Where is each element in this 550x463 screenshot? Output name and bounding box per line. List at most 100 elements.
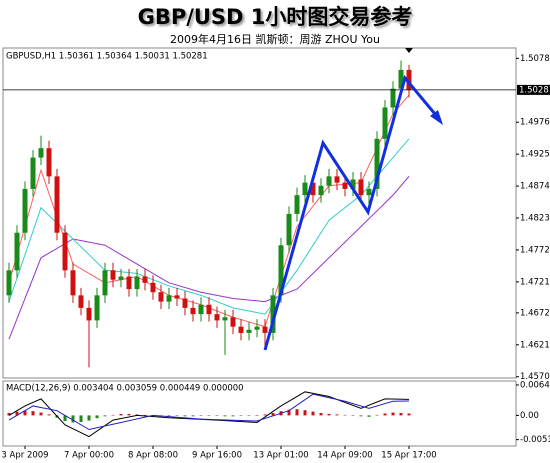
candle-body xyxy=(406,69,412,90)
candle-body xyxy=(30,157,36,189)
macd-bar xyxy=(127,413,131,416)
macd-bar xyxy=(31,411,35,416)
y-tick-label: 1.49765 xyxy=(520,118,550,128)
candle-body xyxy=(206,304,212,315)
macd-bar xyxy=(167,415,171,417)
macd-bar xyxy=(239,415,243,416)
subtitle: 2009年4月16日 凯斯顿：周游 ZHOU You xyxy=(170,32,380,46)
shift-marker xyxy=(405,48,413,53)
x-tick-label: 9 Apr 16:00 xyxy=(192,451,242,461)
macd-bar xyxy=(335,414,339,416)
candle-body xyxy=(134,276,140,290)
trend-sketch xyxy=(263,74,442,351)
macd-bar xyxy=(63,415,67,422)
candle-body xyxy=(214,314,220,321)
candle-body xyxy=(70,270,76,296)
candle-body xyxy=(350,179,356,189)
candle-body xyxy=(110,270,116,280)
macd-bar xyxy=(111,414,115,416)
y-tick-label: 1.46210 xyxy=(520,340,550,350)
candle-body xyxy=(46,148,52,177)
macd-bar xyxy=(199,415,203,416)
candle-body xyxy=(6,270,12,296)
macd-bar xyxy=(319,413,323,416)
macd-bar xyxy=(223,415,227,417)
candle-body xyxy=(238,326,244,333)
y-tick-label: -0.00515 xyxy=(520,435,550,445)
candle-body xyxy=(294,195,300,214)
y-tick-label: 1.50785 xyxy=(520,54,550,64)
y-tick-label: 1.48235 xyxy=(520,214,550,224)
candle-body xyxy=(326,176,332,186)
candle-body xyxy=(286,213,292,246)
candle-body xyxy=(382,107,388,139)
candle-body xyxy=(334,176,340,183)
candle-body xyxy=(310,182,316,196)
candle-body xyxy=(246,329,252,333)
candle-body xyxy=(262,326,268,333)
indicator-line xyxy=(8,393,410,431)
candle-body xyxy=(198,304,204,315)
macd-bar xyxy=(231,415,235,417)
macd-bar xyxy=(143,414,147,416)
macd-bar xyxy=(71,415,75,423)
macd-bar xyxy=(367,415,371,417)
y-tick-label: 1.47725 xyxy=(520,245,550,255)
x-tick-label: 14 Apr 09:00 xyxy=(317,451,372,461)
macd-bar xyxy=(383,413,387,416)
x-tick-label: 8 Apr 08:00 xyxy=(128,451,178,461)
macd-bar xyxy=(39,412,43,416)
candle-body xyxy=(86,307,92,321)
indicator-line xyxy=(8,391,410,438)
candle-body xyxy=(366,188,372,196)
y-tick-label: 1.47215 xyxy=(520,277,550,287)
indicator-line xyxy=(8,94,410,328)
candle-body xyxy=(142,276,148,283)
candle-body xyxy=(318,185,324,196)
macd-bar xyxy=(215,415,219,416)
candle-body xyxy=(374,138,380,189)
macd-bar xyxy=(391,412,395,416)
y-tick-label: 1.49255 xyxy=(520,150,550,160)
macd-bar xyxy=(103,415,107,417)
macd-bar xyxy=(295,409,299,416)
candle-body xyxy=(230,317,236,327)
indicator-line xyxy=(8,138,410,315)
macd-bar xyxy=(255,415,259,416)
x-tick-label: 13 Apr 01:00 xyxy=(253,451,308,461)
macd-bar xyxy=(183,415,187,417)
macd-bar xyxy=(407,413,411,416)
candle-body xyxy=(190,307,196,315)
candle-body xyxy=(158,292,164,302)
indicator-line xyxy=(8,176,410,340)
macd-bar xyxy=(359,415,363,417)
macd-bar xyxy=(119,413,123,416)
candle-body xyxy=(398,69,404,89)
candle-body xyxy=(278,245,284,296)
candle-body xyxy=(94,295,100,321)
y-tick-label: 0.00646 xyxy=(520,380,550,390)
y-tick-label: 0.00 xyxy=(520,411,539,421)
y-tick-label: 1.46720 xyxy=(520,308,550,318)
macd-bar xyxy=(263,414,267,416)
macd-bar xyxy=(375,414,379,416)
macd-bar xyxy=(95,415,99,419)
macd-bar xyxy=(15,411,19,416)
candle-body xyxy=(126,276,132,290)
macd-bar xyxy=(247,415,251,416)
candle-body xyxy=(254,326,260,330)
candle-body xyxy=(102,270,108,296)
macd-bar xyxy=(351,415,355,416)
last-price-box xyxy=(517,84,550,95)
macd-bar xyxy=(343,414,347,416)
macd-bar xyxy=(271,413,275,416)
macd-bar xyxy=(311,411,315,416)
price-panel xyxy=(2,47,517,379)
arrow-head xyxy=(430,110,443,125)
candle-body xyxy=(14,232,20,271)
candle-body xyxy=(62,232,68,271)
macd-bar xyxy=(79,415,83,422)
macd-bar xyxy=(175,415,179,416)
y-tick-label: 1.45700 xyxy=(520,372,550,382)
macd-bar xyxy=(207,415,211,416)
